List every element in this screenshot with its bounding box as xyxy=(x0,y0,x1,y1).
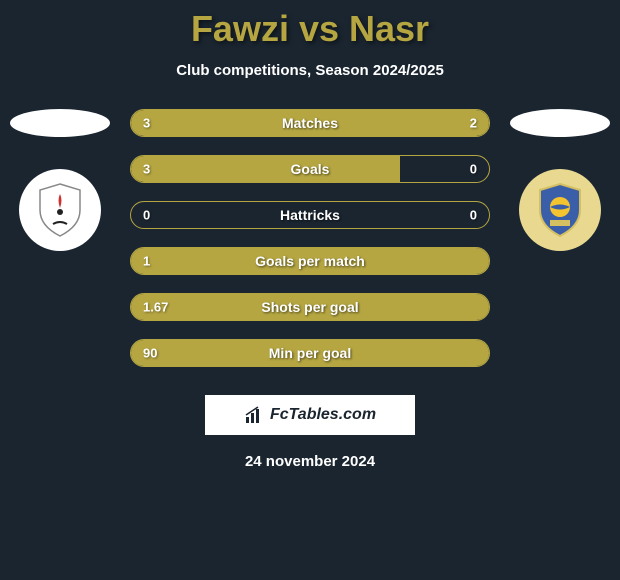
stat-row: 1 Goals per match xyxy=(130,247,490,275)
stat-label: Shots per goal xyxy=(261,299,358,315)
page-subtitle: Club competitions, Season 2024/2025 xyxy=(0,62,620,79)
date-label: 24 november 2024 xyxy=(0,453,620,470)
stat-bar-right xyxy=(346,110,489,136)
stats-column: 3 Matches 2 3 Goals 0 0 Hattricks 0 1 Goals per ma… xyxy=(130,109,490,385)
stat-row: 90 Min per goal xyxy=(130,339,490,367)
main-container: 3 Matches 2 3 Goals 0 0 Hattricks 0 1 Goals per ma… xyxy=(0,109,620,385)
stat-label: Goals per match xyxy=(255,253,365,269)
left-column xyxy=(10,109,110,251)
watermark: FcTables.com xyxy=(205,395,415,435)
shield-icon xyxy=(535,182,585,238)
stat-row: 3 Goals 0 xyxy=(130,155,490,183)
stat-value-left: 1.67 xyxy=(143,300,168,315)
shield-icon xyxy=(35,182,85,238)
stat-value-left: 1 xyxy=(143,254,150,269)
player-ellipse-left xyxy=(10,109,110,137)
chart-icon xyxy=(244,405,266,425)
stat-label: Hattricks xyxy=(280,207,340,223)
watermark-text: FcTables.com xyxy=(270,406,376,424)
stat-value-right: 0 xyxy=(470,162,477,177)
team-badge-right xyxy=(519,169,601,251)
right-column xyxy=(510,109,610,251)
stat-label: Goals xyxy=(291,161,330,177)
stat-value-right: 0 xyxy=(470,208,477,223)
stat-row: 1.67 Shots per goal xyxy=(130,293,490,321)
stat-value-right: 2 xyxy=(470,116,477,131)
player-ellipse-right xyxy=(510,109,610,137)
stat-value-left: 3 xyxy=(143,162,150,177)
page-title: Fawzi vs Nasr xyxy=(0,8,620,50)
stat-value-left: 3 xyxy=(143,116,150,131)
header: Fawzi vs Nasr Club competitions, Season … xyxy=(0,0,620,79)
team-badge-left xyxy=(19,169,101,251)
stat-label: Matches xyxy=(282,115,338,131)
stat-bar-left xyxy=(131,156,400,182)
stat-row: 0 Hattricks 0 xyxy=(130,201,490,229)
stat-label: Min per goal xyxy=(269,345,351,361)
stat-value-left: 0 xyxy=(143,208,150,223)
stat-row: 3 Matches 2 xyxy=(130,109,490,137)
stat-value-left: 90 xyxy=(143,346,157,361)
